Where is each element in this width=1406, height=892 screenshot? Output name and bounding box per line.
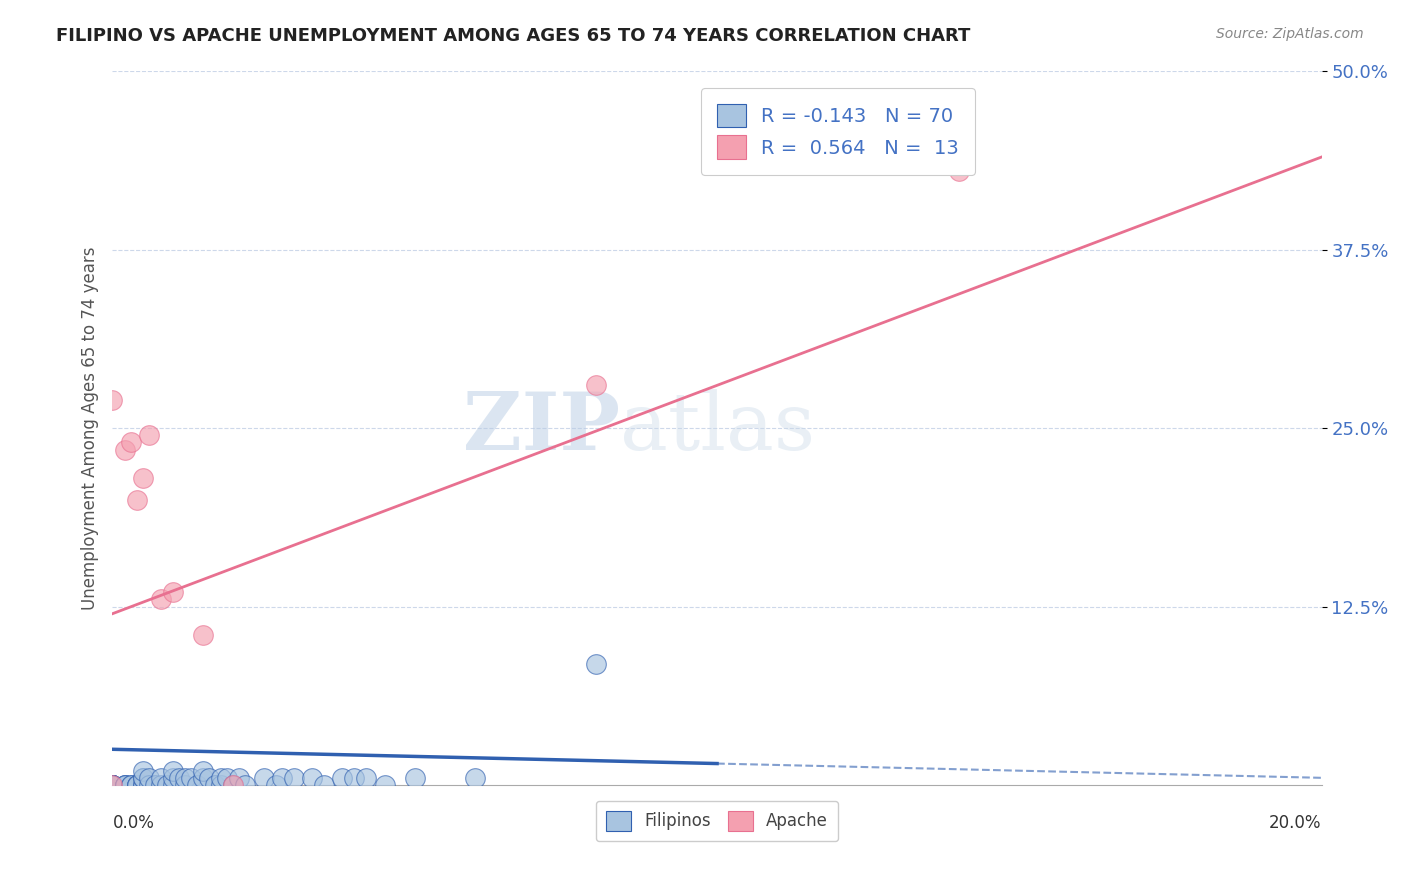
Point [101,778,124,792]
Point [191,764,214,778]
Point [101,778,124,792]
Point [125,492,148,507]
Point [404,771,426,785]
Point [228,771,250,785]
Text: ZIP: ZIP [464,389,620,467]
Point [101,778,124,792]
Text: 20.0%: 20.0% [1270,814,1322,831]
Point [180,771,202,785]
Point [314,778,336,792]
Text: FILIPINO VS APACHE UNEMPLOYMENT AMONG AGES 65 TO 74 YEARS CORRELATION CHART: FILIPINO VS APACHE UNEMPLOYMENT AMONG AG… [56,27,970,45]
Y-axis label: Unemployment Among Ages 65 to 74 years: Unemployment Among Ages 65 to 74 years [80,246,98,610]
Point [343,771,366,785]
Point [101,778,124,792]
Point [114,778,136,792]
Point [235,778,257,792]
Point [125,778,148,792]
Point [149,771,172,785]
Point [101,778,124,792]
Point [138,778,160,792]
Point [120,435,142,450]
Point [132,778,155,792]
Point [101,778,124,792]
Point [162,771,184,785]
Point [948,164,970,178]
Point [114,778,136,792]
Text: 0.0%: 0.0% [112,814,155,831]
Point [132,771,155,785]
Point [138,771,160,785]
Point [162,764,184,778]
Point [125,778,148,792]
Point [101,778,124,792]
Point [217,771,239,785]
Point [585,657,607,671]
Text: atlas: atlas [620,389,815,467]
Point [101,392,124,407]
Point [209,771,232,785]
Point [585,378,607,392]
Point [356,771,378,785]
Point [132,471,155,485]
Point [101,778,124,792]
Point [162,585,184,599]
Point [174,771,197,785]
Point [174,778,197,792]
Point [301,771,323,785]
Point [125,778,148,792]
Point [120,778,142,792]
Point [222,778,245,792]
Point [198,771,221,785]
Point [101,778,124,792]
Point [101,778,124,792]
Point [149,592,172,607]
Point [120,778,142,792]
Point [156,778,179,792]
Point [101,778,124,792]
Point [101,778,124,792]
Point [143,778,166,792]
Point [330,771,353,785]
Point [209,778,232,792]
Point [253,771,276,785]
Point [101,778,124,792]
Point [114,778,136,792]
Point [283,771,305,785]
Point [101,778,124,792]
Point [101,778,124,792]
Point [101,778,124,792]
Point [101,778,124,792]
Legend: Filipinos, Apache: Filipinos, Apache [596,800,838,841]
Point [132,778,155,792]
Point [222,778,245,792]
Point [204,778,226,792]
Point [162,778,184,792]
Point [191,628,214,642]
Point [374,778,396,792]
Point [264,778,287,792]
Point [464,771,486,785]
Point [101,778,124,792]
Point [149,778,172,792]
Point [132,771,155,785]
Point [191,771,214,785]
Point [101,778,124,792]
Point [138,428,160,442]
Point [270,771,292,785]
Point [101,778,124,792]
Point [101,778,124,792]
Point [186,778,208,792]
Point [167,771,190,785]
Point [114,442,136,457]
Point [132,764,155,778]
Text: Source: ZipAtlas.com: Source: ZipAtlas.com [1216,27,1364,41]
